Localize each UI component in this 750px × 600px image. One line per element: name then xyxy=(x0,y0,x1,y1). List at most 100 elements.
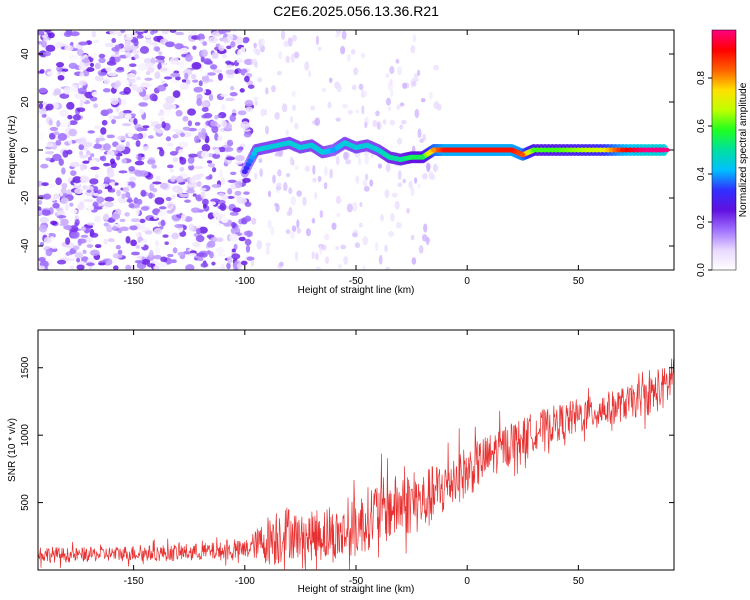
noise-blob xyxy=(38,206,42,212)
faint-noise-blob xyxy=(259,168,263,178)
noise-blob xyxy=(85,150,91,156)
noise-blob xyxy=(203,113,210,117)
noise-blob xyxy=(123,86,131,95)
noise-blob xyxy=(94,62,101,70)
faint-noise-blob xyxy=(287,37,293,47)
noise-blob xyxy=(131,50,140,54)
noise-blob xyxy=(130,239,137,247)
noise-blob xyxy=(196,180,202,188)
noise-blob xyxy=(240,46,246,54)
faint-noise-blob xyxy=(296,219,300,229)
noise-blob xyxy=(161,121,166,129)
faint-noise-blob xyxy=(432,163,438,173)
faint-noise-blob xyxy=(389,78,393,86)
noise-blob xyxy=(109,30,118,35)
noise-blob xyxy=(107,170,115,178)
noise-blob xyxy=(186,183,197,188)
noise-blob xyxy=(68,140,73,144)
noise-blob xyxy=(103,213,110,221)
noise-blob xyxy=(158,99,165,104)
faint-noise-blob xyxy=(378,254,383,265)
noise-blob xyxy=(188,31,198,36)
noise-blob xyxy=(160,62,168,66)
noise-blob xyxy=(175,109,183,117)
faint-noise-blob xyxy=(283,40,289,48)
faint-noise-blob xyxy=(314,191,318,200)
spectrogram-panel: -150 -100 -50 0 50 -40 -20 0 20 40 Height of str… xyxy=(7,29,675,296)
noise-blob xyxy=(38,132,45,141)
noise-blob xyxy=(169,30,177,33)
noise-blob xyxy=(234,161,243,165)
noise-blob xyxy=(108,114,116,120)
faint-noise-blob xyxy=(263,108,268,116)
noise-blob xyxy=(59,123,69,129)
faint-noise-blob xyxy=(414,177,418,184)
noise-blob xyxy=(154,123,162,130)
noise-blob xyxy=(79,163,85,171)
noise-blob xyxy=(116,66,125,71)
noise-blob xyxy=(162,234,169,238)
noise-blob xyxy=(68,62,78,69)
faint-noise-blob xyxy=(331,222,337,231)
faint-noise-blob xyxy=(387,106,392,111)
noise-blob xyxy=(187,156,195,164)
noise-blob xyxy=(188,153,198,158)
faint-noise-blob xyxy=(369,179,374,187)
ridge-point xyxy=(553,147,559,153)
faint-noise-blob xyxy=(323,233,330,241)
noise-blob xyxy=(57,74,65,81)
snr-y-tick-label: 1000 xyxy=(20,424,31,447)
noise-blob xyxy=(201,127,207,136)
noise-blob xyxy=(38,87,48,93)
noise-blob xyxy=(69,84,79,92)
noise-blob xyxy=(46,143,54,148)
noise-blob xyxy=(240,260,248,266)
faint-noise-blob xyxy=(421,173,428,180)
noise-blob xyxy=(142,125,150,129)
faint-noise-blob xyxy=(312,164,316,175)
faint-noise-blob xyxy=(315,266,320,270)
faint-noise-blob xyxy=(382,119,387,125)
faint-noise-blob xyxy=(396,137,403,145)
noise-blob xyxy=(78,143,85,151)
noise-blob xyxy=(70,57,80,61)
faint-noise-blob xyxy=(384,244,388,253)
noise-blob xyxy=(160,116,165,122)
noise-blob xyxy=(70,161,80,168)
noise-blob xyxy=(52,202,60,209)
noise-blob xyxy=(42,51,51,57)
noise-blob xyxy=(188,164,195,171)
faint-noise-blob xyxy=(401,119,407,125)
noise-blob xyxy=(200,150,210,159)
noise-blob xyxy=(235,181,243,189)
noise-blob xyxy=(172,247,178,254)
noise-blob xyxy=(237,110,247,116)
noise-blob xyxy=(159,148,165,157)
noise-blob xyxy=(80,234,89,238)
noise-blob xyxy=(58,158,64,166)
faint-noise-blob xyxy=(296,190,302,197)
faint-noise-blob xyxy=(335,117,341,122)
faint-noise-blob xyxy=(355,109,360,114)
faint-noise-blob xyxy=(254,48,261,56)
noise-blob xyxy=(220,177,226,185)
noise-blob xyxy=(117,31,123,37)
noise-blob xyxy=(43,30,53,33)
noise-blob xyxy=(172,134,179,139)
faint-noise-blob xyxy=(335,195,342,205)
noise-blob xyxy=(212,69,223,73)
noise-blob xyxy=(111,119,116,125)
noise-blob xyxy=(159,209,168,216)
noise-blob xyxy=(144,230,153,235)
noise-blob xyxy=(40,163,49,169)
noise-blob xyxy=(186,188,195,194)
faint-noise-blob xyxy=(315,252,319,261)
noise-blob xyxy=(243,131,252,138)
noise-blob xyxy=(140,240,145,248)
noise-blob xyxy=(42,37,49,42)
noise-blob xyxy=(45,248,53,257)
ridge-point xyxy=(320,150,325,155)
faint-noise-blob xyxy=(276,182,282,187)
noise-blob xyxy=(101,119,108,126)
noise-blob xyxy=(55,139,62,146)
